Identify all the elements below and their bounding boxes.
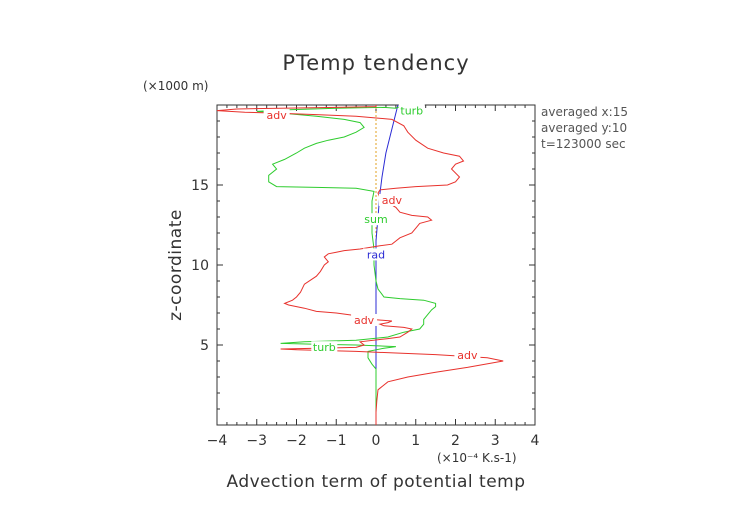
series-line-rad [375, 104, 399, 425]
chart-title: PTemp tendency [282, 51, 469, 75]
curve-label-bg [378, 194, 405, 206]
x-tick-label: 3 [491, 433, 500, 449]
x-tick-label: 0 [372, 433, 381, 449]
curve-label-bg [454, 349, 481, 362]
curve-label-adv: adv [354, 314, 375, 327]
x-tick-label: 1 [411, 433, 420, 449]
curve-label-bg [363, 213, 389, 226]
x-unit-label: (×10⁻⁴ K.s-1) [437, 451, 517, 465]
x-axis-label: Advection term of potential temp [226, 472, 525, 492]
info-line-time: t=123000 sec [541, 137, 626, 151]
curve-label-bg [263, 109, 290, 122]
curve-label-bg [311, 341, 338, 354]
y-tick-label: 5 [200, 338, 209, 354]
curve-label-bg [398, 104, 425, 117]
y-tick-label: 15 [191, 178, 209, 194]
x-tick-label: 4 [531, 433, 540, 449]
curve-label-turb: turb [313, 341, 336, 354]
curve-label-rad: rad [367, 248, 385, 261]
curve-label-adv: adv [457, 349, 478, 362]
x-tick-label: −4 [207, 433, 228, 449]
y-tick-label: 10 [191, 258, 209, 274]
series-line-turb [256, 105, 437, 425]
x-tick-label: −2 [286, 433, 307, 449]
x-tick-label: 2 [451, 433, 460, 449]
curve-label-sum: sum [364, 213, 387, 226]
curve-label-bg [351, 314, 378, 326]
y-axis-label: z-coordinate [166, 209, 186, 321]
curve-label-adv: adv [382, 194, 403, 207]
y-unit-label: (×1000 m) [143, 79, 208, 93]
info-line-averaged-x: averaged x:15 [541, 105, 628, 119]
x-tick-label: −3 [246, 433, 267, 449]
curve-label-adv: adv [267, 109, 288, 122]
info-line-averaged-y: averaged y:10 [541, 121, 627, 135]
curve-label-turb: turb [400, 104, 423, 117]
curve-label-bg [363, 248, 389, 261]
info-block: averaged x:15 averaged y:10 t=123000 sec [541, 105, 628, 151]
series-line-adv [216, 105, 504, 425]
x-tick-label: −1 [326, 433, 347, 449]
plot-area: −4 −3 −2 −1 0 1 2 3 4 5 10 15 adv adv adv adv turb turb su… [191, 104, 540, 449]
